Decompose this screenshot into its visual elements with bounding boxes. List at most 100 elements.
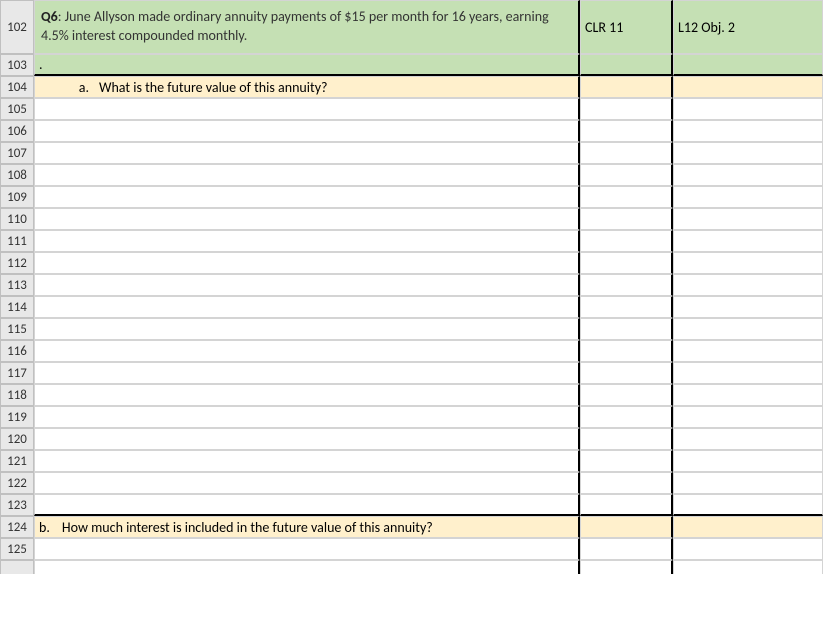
ref-cell-2[interactable]: L12 Obj. 2 bbox=[673, 0, 823, 54]
cell[interactable] bbox=[580, 98, 673, 120]
cell[interactable] bbox=[580, 362, 673, 384]
cell[interactable] bbox=[34, 164, 580, 186]
row-header[interactable]: 125 bbox=[0, 538, 34, 560]
row-header[interactable]: 124 bbox=[0, 516, 34, 538]
cell[interactable] bbox=[580, 538, 673, 560]
cell[interactable] bbox=[34, 186, 580, 208]
cell[interactable] bbox=[673, 428, 823, 450]
cell[interactable] bbox=[580, 318, 673, 340]
cell[interactable] bbox=[34, 252, 580, 274]
cell[interactable] bbox=[673, 76, 823, 98]
cell[interactable] bbox=[673, 538, 823, 560]
cell[interactable] bbox=[34, 340, 580, 362]
cell[interactable] bbox=[580, 252, 673, 274]
row-header[interactable]: 108 bbox=[0, 164, 34, 186]
row-header[interactable]: 122 bbox=[0, 472, 34, 494]
row-header[interactable]: 119 bbox=[0, 406, 34, 428]
row-header[interactable]: 117 bbox=[0, 362, 34, 384]
cell[interactable] bbox=[34, 120, 580, 142]
cell[interactable] bbox=[673, 230, 823, 252]
cell[interactable] bbox=[673, 296, 823, 318]
cell[interactable] bbox=[673, 208, 823, 230]
cell[interactable] bbox=[34, 296, 580, 318]
cell[interactable] bbox=[34, 384, 580, 406]
cell[interactable] bbox=[580, 384, 673, 406]
cell[interactable] bbox=[673, 472, 823, 494]
cell[interactable] bbox=[34, 450, 580, 472]
cell[interactable]: . bbox=[34, 54, 580, 76]
cell[interactable] bbox=[673, 494, 823, 516]
row-header[interactable]: 103 bbox=[0, 54, 34, 76]
cell[interactable] bbox=[580, 340, 673, 362]
cell[interactable] bbox=[580, 296, 673, 318]
row-header[interactable]: 123 bbox=[0, 494, 34, 516]
cell[interactable] bbox=[580, 120, 673, 142]
cell[interactable] bbox=[673, 142, 823, 164]
row-header[interactable]: 111 bbox=[0, 230, 34, 252]
row-header[interactable]: 116 bbox=[0, 340, 34, 362]
question-cell[interactable]: Q6: June Allyson made ordinary annuity p… bbox=[34, 0, 580, 54]
cell[interactable] bbox=[673, 120, 823, 142]
cell[interactable] bbox=[580, 76, 673, 98]
cell[interactable] bbox=[34, 406, 580, 428]
cell[interactable] bbox=[34, 494, 580, 516]
row-header[interactable]: 112 bbox=[0, 252, 34, 274]
cell[interactable] bbox=[673, 186, 823, 208]
row-header[interactable]: 106 bbox=[0, 120, 34, 142]
row-header[interactable]: 120 bbox=[0, 428, 34, 450]
cell[interactable] bbox=[34, 318, 580, 340]
cell[interactable] bbox=[673, 164, 823, 186]
cell[interactable] bbox=[673, 252, 823, 274]
cell[interactable] bbox=[580, 208, 673, 230]
cell[interactable] bbox=[580, 472, 673, 494]
row-header[interactable]: 110 bbox=[0, 208, 34, 230]
cell[interactable] bbox=[580, 164, 673, 186]
cell[interactable] bbox=[34, 560, 580, 574]
row-header[interactable]: 104 bbox=[0, 76, 34, 98]
ref-cell-1[interactable]: CLR 11 bbox=[580, 0, 673, 54]
row-header[interactable]: 114 bbox=[0, 296, 34, 318]
cell[interactable] bbox=[580, 230, 673, 252]
row-header[interactable]: 109 bbox=[0, 186, 34, 208]
cell[interactable] bbox=[580, 428, 673, 450]
cell[interactable] bbox=[580, 274, 673, 296]
cell[interactable] bbox=[580, 54, 673, 76]
cell[interactable] bbox=[580, 516, 673, 538]
cell[interactable] bbox=[673, 406, 823, 428]
cell[interactable] bbox=[673, 560, 823, 574]
part-a-cell[interactable]: a. What is the future value of this annu… bbox=[34, 76, 580, 98]
cell[interactable] bbox=[673, 450, 823, 472]
cell[interactable] bbox=[580, 450, 673, 472]
row-header[interactable]: 107 bbox=[0, 142, 34, 164]
cell[interactable] bbox=[580, 560, 673, 574]
row-header[interactable]: 118 bbox=[0, 384, 34, 406]
cell[interactable] bbox=[580, 142, 673, 164]
cell[interactable] bbox=[673, 362, 823, 384]
cell[interactable] bbox=[34, 274, 580, 296]
cell[interactable] bbox=[34, 142, 580, 164]
row-header[interactable]: 113 bbox=[0, 274, 34, 296]
cell[interactable] bbox=[673, 98, 823, 120]
cell[interactable] bbox=[580, 406, 673, 428]
cell[interactable] bbox=[580, 186, 673, 208]
cell[interactable] bbox=[34, 362, 580, 384]
cell[interactable] bbox=[673, 340, 823, 362]
cell[interactable] bbox=[34, 208, 580, 230]
cell[interactable] bbox=[673, 274, 823, 296]
cell[interactable] bbox=[34, 230, 580, 252]
row-header[interactable]: 105 bbox=[0, 98, 34, 120]
cell[interactable] bbox=[34, 538, 580, 560]
cell[interactable] bbox=[673, 318, 823, 340]
cell[interactable] bbox=[34, 428, 580, 450]
part-b-cell[interactable]: b. How much interest is included in the … bbox=[34, 516, 580, 538]
row-header[interactable]: 102 bbox=[0, 0, 34, 54]
row-header[interactable]: 121 bbox=[0, 450, 34, 472]
cell[interactable] bbox=[580, 494, 673, 516]
cell[interactable] bbox=[34, 98, 580, 120]
cell[interactable] bbox=[673, 384, 823, 406]
row-header[interactable] bbox=[0, 560, 34, 574]
row-header[interactable]: 115 bbox=[0, 318, 34, 340]
cell[interactable] bbox=[34, 472, 580, 494]
cell[interactable] bbox=[673, 54, 823, 76]
cell[interactable] bbox=[673, 516, 823, 538]
